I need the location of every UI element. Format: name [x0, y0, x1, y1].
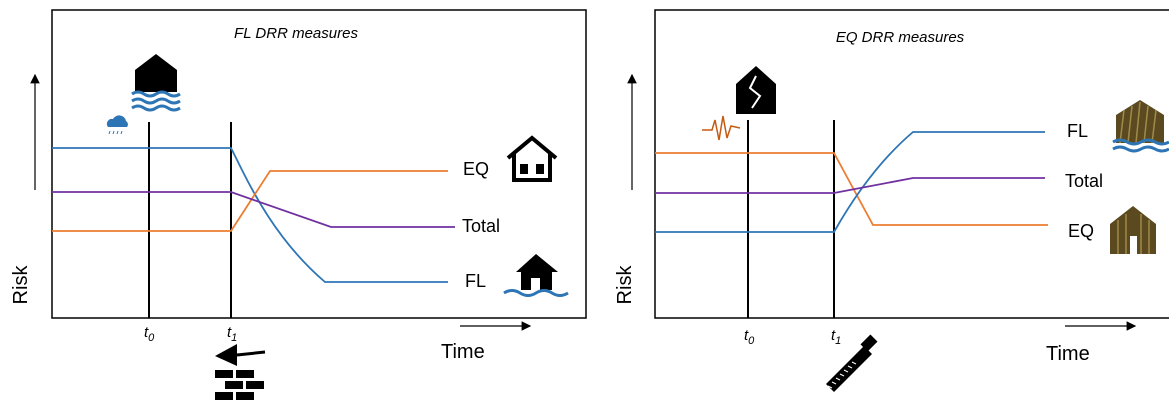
seismic-icon	[702, 116, 740, 140]
wood-house-icon	[1110, 206, 1156, 254]
t-sub: 0	[148, 332, 155, 344]
panel-title: FL DRR measures	[234, 25, 358, 42]
trowel-bricks-icon	[215, 344, 265, 400]
t1-label: t1	[227, 324, 237, 344]
raised-house-icon	[504, 254, 568, 296]
total-curve	[655, 178, 1045, 193]
panel-frame	[655, 10, 1169, 318]
cracked-house-icon	[736, 66, 776, 114]
wood-house-flood-icon	[1113, 100, 1169, 151]
y-label: Risk	[10, 265, 32, 305]
t-sub: 0	[748, 335, 755, 347]
rain-icon	[107, 115, 128, 134]
total-label: Total	[462, 216, 500, 236]
y-label: Risk	[614, 265, 636, 305]
eq-label: EQ	[463, 159, 489, 179]
panel-title: EQ DRR measures	[836, 29, 965, 46]
eq-curve	[52, 171, 448, 231]
panel-fl: FL DRR measures Risk t0 t1 Time EQ Total…	[10, 10, 586, 400]
x-label: Time	[1046, 343, 1090, 365]
t1-label: t1	[831, 327, 841, 347]
t0-label: t0	[144, 324, 155, 344]
figure: FL DRR measures Risk t0 t1 Time EQ Total…	[0, 0, 1169, 402]
fl-curve	[52, 148, 448, 282]
eq-label: EQ	[1068, 221, 1094, 241]
x-label: Time	[441, 341, 485, 363]
t0-label: t0	[744, 327, 755, 347]
panel-frame	[52, 10, 586, 318]
panel-eq: EQ DRR measures Risk t0 t1 Time FL Total…	[614, 10, 1169, 392]
house-icon	[508, 138, 556, 180]
total-label: Total	[1065, 171, 1103, 191]
fl-label: FL	[465, 271, 486, 291]
t-sub: 1	[835, 335, 841, 347]
fl-label: FL	[1067, 121, 1088, 141]
t-sub: 1	[231, 332, 237, 344]
flooded-house-icon	[132, 54, 180, 110]
